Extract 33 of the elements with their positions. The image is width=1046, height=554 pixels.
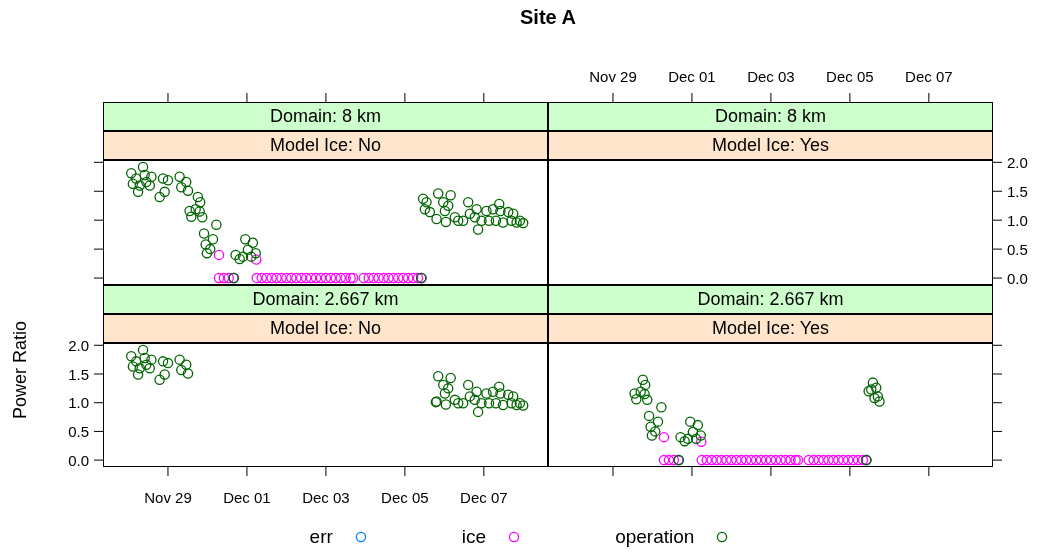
y-tick-label: 2.0 xyxy=(68,336,89,354)
text: Site A xyxy=(519,7,577,29)
x-tick-label: Dec 01 xyxy=(223,489,271,506)
y-tick-label: 2.0 xyxy=(1007,153,1028,171)
y-tick-label: 1.5 xyxy=(1007,182,1028,200)
chart-title: Domain: 8 km xyxy=(548,102,993,131)
chart-title: Domain: 2.667 km xyxy=(103,285,548,314)
x-tick-label: Dec 03 xyxy=(302,489,350,506)
x-tick-label: Nov 29 xyxy=(589,68,637,85)
y-tick-label: 0.0 xyxy=(1007,269,1028,287)
y-tick-label: 0.5 xyxy=(68,422,89,440)
legend-label: operation xyxy=(615,526,695,548)
x-tick-label: Dec 01 xyxy=(668,68,716,85)
chart-subtitle: Model Ice: No xyxy=(103,131,548,160)
x-tick-label: Dec 03 xyxy=(747,68,795,85)
chart-title: Domain: 2.667 km xyxy=(548,285,993,314)
x-tick-label: Dec 07 xyxy=(905,68,953,85)
chart-subtitle: Model Ice: No xyxy=(103,314,548,343)
x-tick-label: Dec 07 xyxy=(460,489,508,506)
legend-label: ice xyxy=(461,526,487,548)
chart-title: Domain: 8 km xyxy=(103,102,548,131)
y-tick-label: 0.5 xyxy=(1007,240,1028,258)
chart-subtitle: Model Ice: Yes xyxy=(548,314,993,343)
y-axis-title: Power Ratio xyxy=(9,320,31,420)
chart-subtitle: Model Ice: Yes xyxy=(548,131,993,160)
y-tick-label: 0.0 xyxy=(68,451,89,469)
y-tick-label: 1.0 xyxy=(1007,211,1028,229)
x-tick-label: Dec 05 xyxy=(381,489,429,506)
legend-label: err xyxy=(309,526,333,548)
x-tick-label: Nov 29 xyxy=(144,489,192,506)
y-tick-label: 1.0 xyxy=(68,394,89,412)
x-tick-label: Dec 05 xyxy=(826,68,874,85)
y-tick-label: 1.5 xyxy=(68,365,89,383)
